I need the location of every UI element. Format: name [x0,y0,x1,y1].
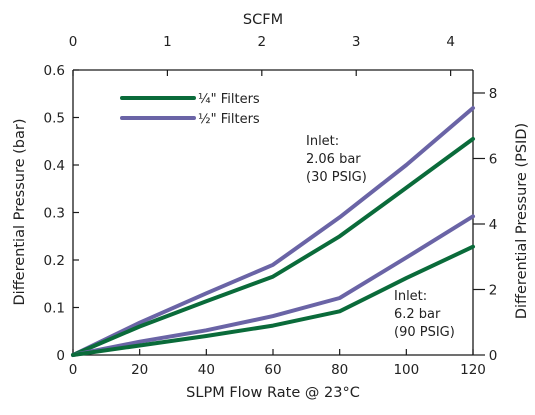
annotation-inlet-30-line1: Inlet: [306,134,339,149]
x-tick-label: 60 [264,362,281,378]
x-tick-label: 20 [131,362,148,378]
x2-tick-label: 1 [163,34,172,50]
annotation-inlet-90-line3: (90 PSIG) [394,325,455,340]
x-tick-label: 40 [198,362,215,378]
x2-tick-label: 2 [258,34,267,50]
y-tick-label: 0.4 [44,158,65,174]
y2-axis-title: Differential Pressure (PSID) [514,123,530,319]
series-line-half-inch-inlet-90psig [71,214,475,357]
x-tick-label: 0 [69,362,78,378]
annotation-inlet-90-line2: 6.2 bar [394,307,441,322]
x2-tick-label: 0 [69,34,78,50]
y2-tick-label: 2 [489,282,498,298]
legend: ¼" Filters ½" Filters [120,92,260,127]
annotations: Inlet: 2.06 bar (30 PSIG) Inlet: 6.2 bar… [306,134,455,340]
annotation-inlet-90-line1: Inlet: [394,289,427,304]
y2-tick-label: 4 [489,217,498,233]
y2-tick-label: 8 [489,86,498,102]
series-line-quarter-inch-inlet-30psig [71,136,475,357]
x2-tick-label: 3 [352,34,361,50]
series-line-half-inch-inlet-30psig [71,106,475,357]
x-axis-title: SLPM Flow Rate @ 23°C [186,385,360,401]
x-tick-label: 80 [331,362,348,378]
x2-axis-title: SCFM [243,12,283,28]
legend-label-quarter: ¼" Filters [198,92,260,107]
y-tick-label: 0.2 [44,253,65,269]
y-tick-label: 0.5 [44,111,65,127]
x-tick-label: 120 [460,362,486,378]
y2-tick-label: 6 [489,151,498,167]
x-tick-label: 100 [393,362,419,378]
y2-tick-label: 0 [489,348,498,364]
series-line-quarter-inch-inlet-90psig [71,244,475,357]
x2-tick-label: 4 [446,34,455,50]
series-group [71,106,475,357]
annotation-inlet-30-line2: 2.06 bar [306,152,361,167]
y-tick-label: 0.3 [44,206,65,222]
y-tick-label: 0 [56,348,65,364]
legend-label-half: ½" Filters [198,112,260,127]
y-tick-label: 0.6 [44,63,65,79]
annotation-inlet-30-line3: (30 PSIG) [306,170,367,185]
y-tick-label: 0.1 [44,301,65,317]
y-axis-title: Differential Pressure (bar) [12,119,28,306]
